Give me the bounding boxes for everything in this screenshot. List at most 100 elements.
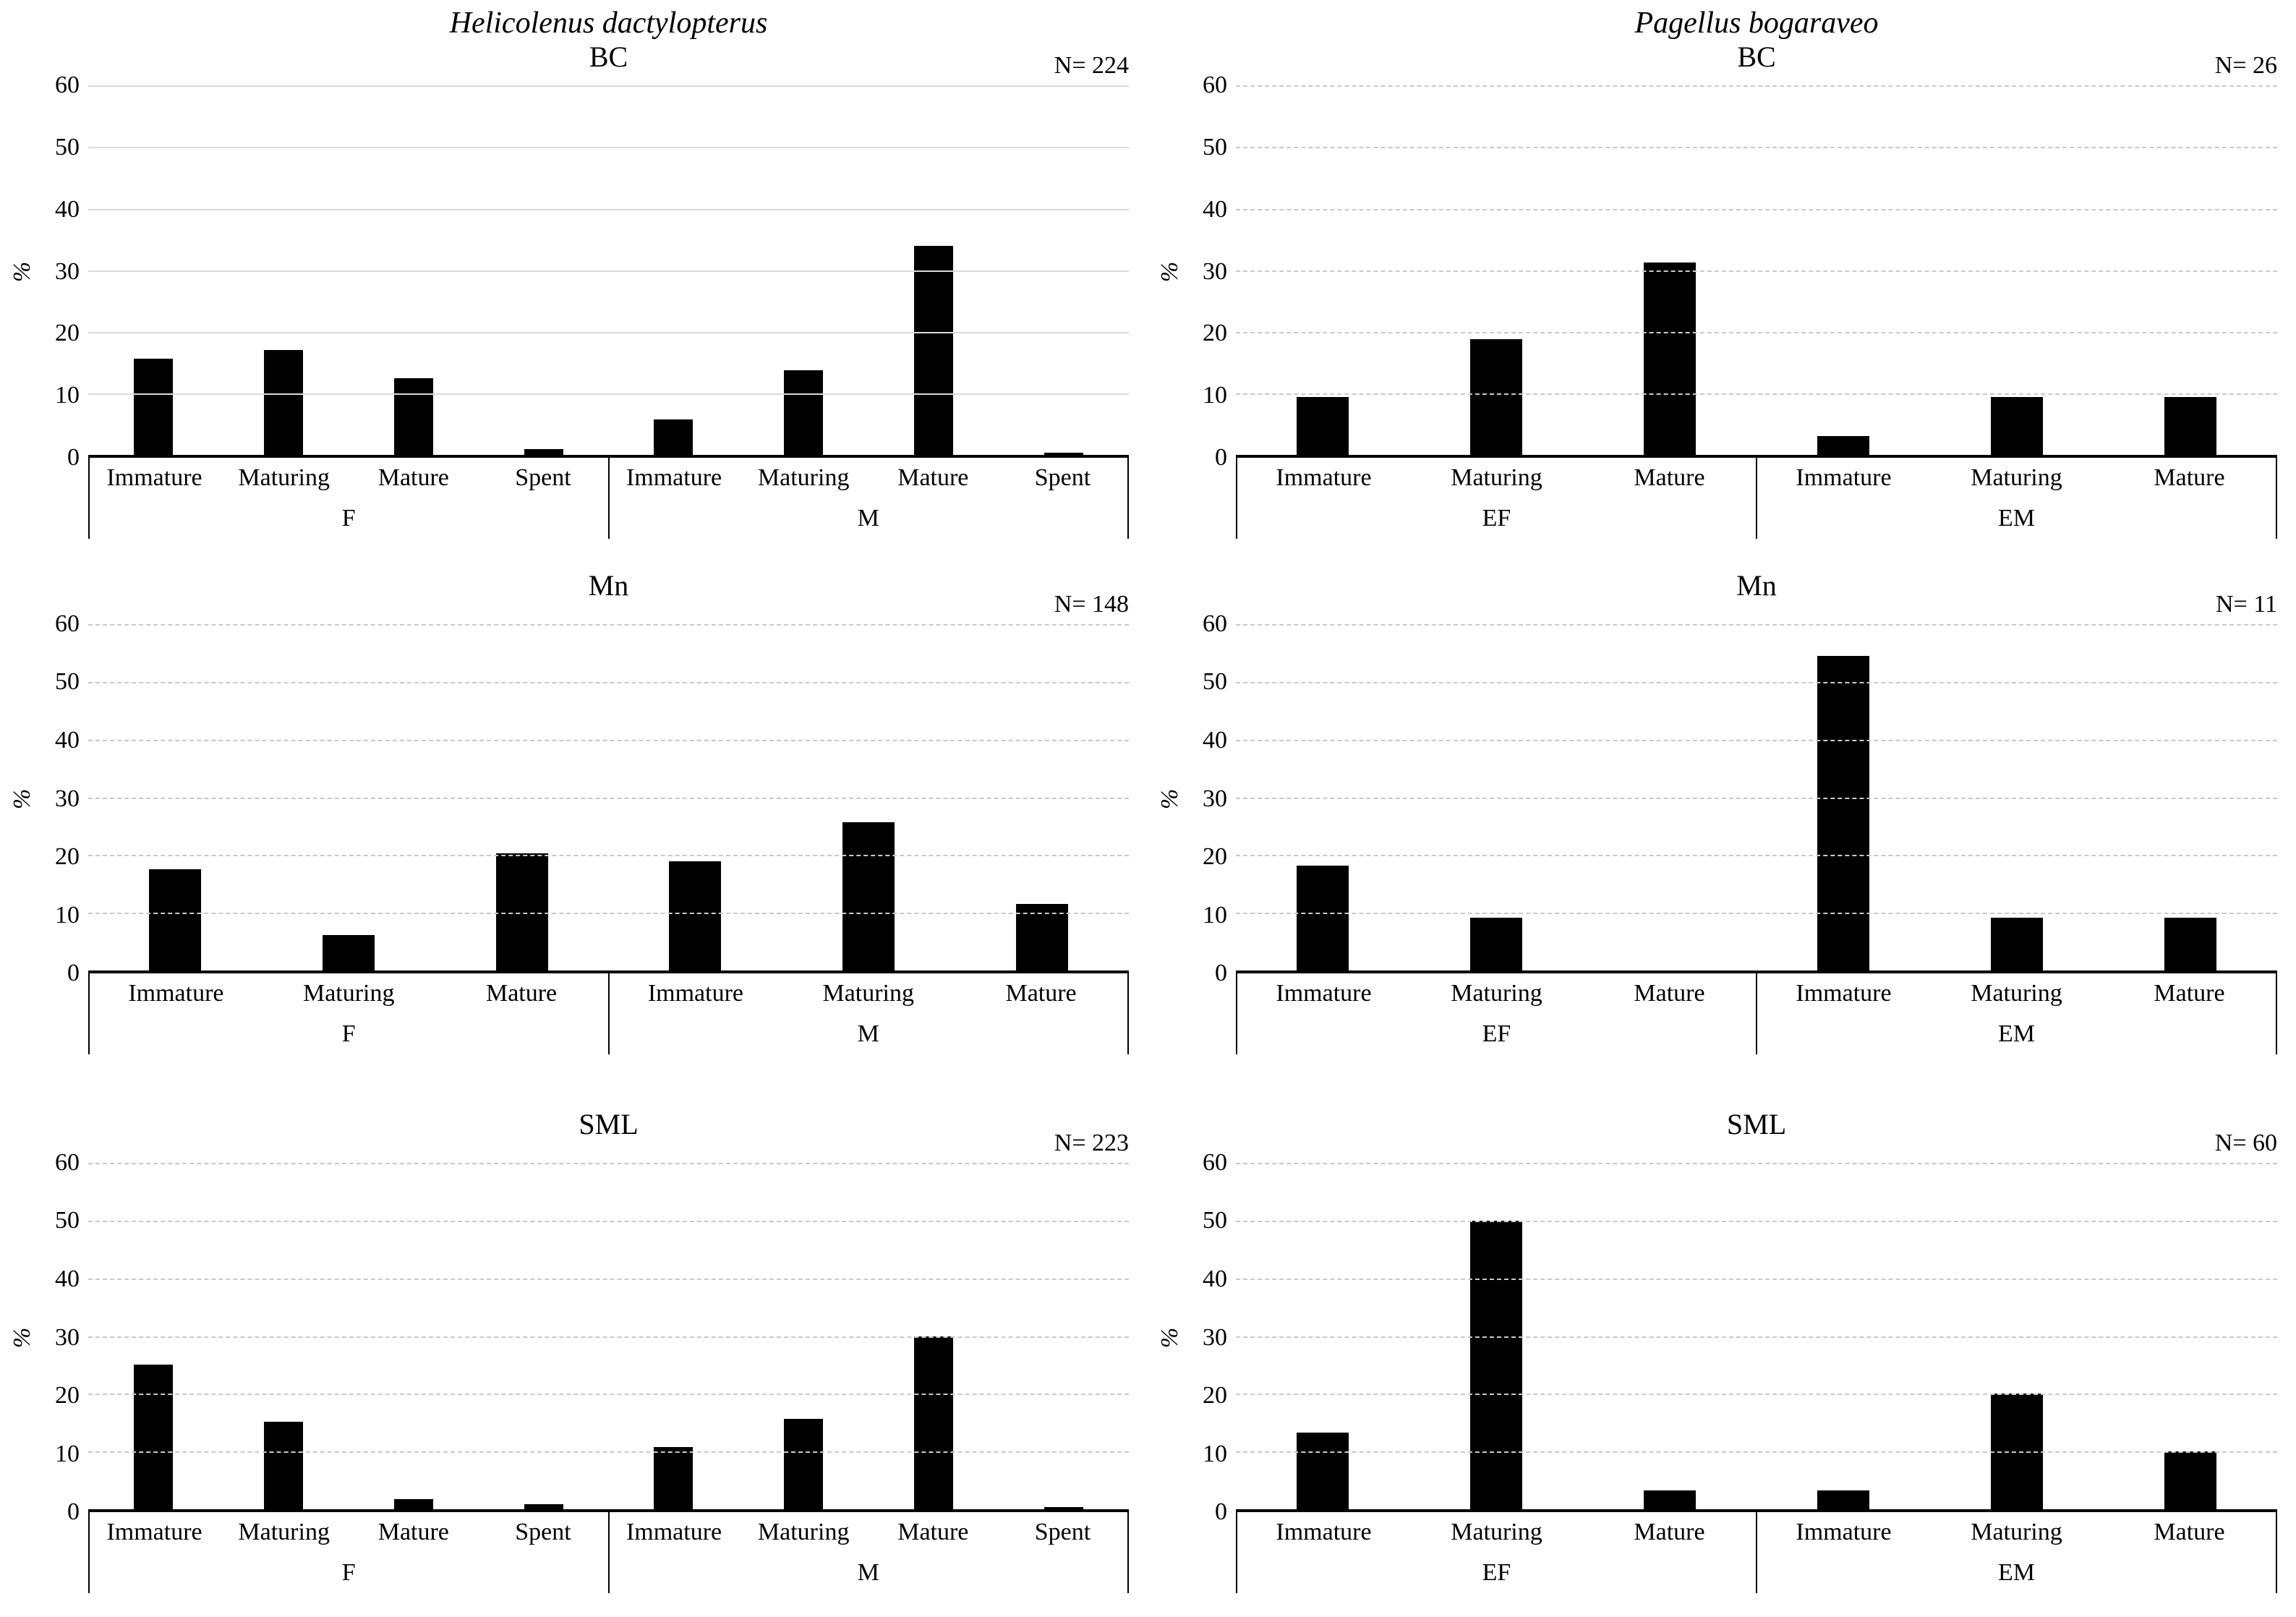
y-axis-title: % (1155, 624, 1185, 973)
plot-area: N= 11 (1236, 592, 2277, 973)
bar (914, 1336, 954, 1509)
gridline (1236, 147, 2277, 149)
category-label: Maturing (238, 464, 330, 491)
category-label: Mature (897, 1519, 969, 1545)
gridline (88, 797, 1129, 799)
percent-label: % (1156, 788, 1183, 809)
group-section: Immature Maturing Mature Spent M (607, 1512, 1128, 1593)
bar-slot (2104, 624, 2277, 970)
category-label: Mature (1634, 464, 1705, 491)
category-label: Immature (128, 980, 224, 1007)
gridline (1236, 797, 2277, 799)
bar (654, 1446, 694, 1509)
y-tick-label: 30 (1203, 785, 1227, 812)
group-label: F (341, 1020, 356, 1047)
percent-label: % (8, 788, 35, 809)
bar-slot (738, 85, 869, 455)
bar (1644, 262, 1696, 455)
bars (88, 1163, 1129, 1509)
y-tick-label: 0 (67, 444, 80, 471)
bar (393, 377, 433, 455)
species-title: Helicolenus dactylopterus (449, 7, 768, 40)
x-axis-label-box: Immature Maturing Mature Spent F Immature Matu… (88, 1512, 1129, 1593)
y-tick-label: 30 (55, 1323, 80, 1351)
y-tick-label: 50 (1203, 668, 1227, 696)
chart-header: Mn (88, 569, 1129, 602)
y-tick-label: 50 (55, 668, 80, 696)
x-axis-label-box: Immature Maturing Mature EF Immature Maturing… (1236, 973, 2277, 1054)
y-axis-title: % (7, 85, 38, 458)
y-axis-title: % (1155, 1163, 1185, 1512)
group-label: EM (1998, 505, 2035, 532)
category-label: Maturing (1971, 980, 2062, 1007)
plot-row: % 60 50 40 30 20 10 0 N= 224 (7, 54, 1129, 470)
gridline (88, 739, 1129, 741)
bar (1297, 865, 1349, 970)
bar-slot (738, 1163, 869, 1509)
bar (1297, 1432, 1349, 1509)
area-title: Mn (588, 569, 629, 602)
chart-pagellus-mn: Mn % 60 50 40 30 20 10 0 N= 11 Immature Maturin… (1148, 539, 2296, 1078)
y-tick-label: 20 (55, 842, 80, 870)
y-axis-ticks: 60 50 40 30 20 10 0 (38, 73, 88, 470)
category-label: Mature (2154, 1519, 2225, 1545)
percent-label: % (8, 1327, 35, 1348)
chart-pagellus-bc: Pagellus bogaraveo BC % 60 50 40 30 20 10 0 N=… (1148, 0, 2296, 539)
category-label: Maturing (1971, 464, 2062, 491)
bar (1817, 435, 1869, 455)
sample-size-label: N= 11 (2216, 591, 2277, 618)
category-label: Spent (1034, 1519, 1091, 1545)
category-label: Mature (897, 464, 969, 491)
category-label: Maturing (757, 464, 850, 491)
bar-slot (1930, 624, 2104, 970)
y-tick-label: 20 (1203, 1381, 1227, 1409)
bar-slot (262, 624, 435, 970)
gridline (88, 331, 1129, 333)
y-tick-label: 10 (55, 1440, 80, 1467)
sample-size-label: N= 223 (1054, 1130, 1129, 1156)
gridline (88, 913, 1129, 915)
bar-slot (349, 85, 479, 455)
chart-header: SML (88, 1108, 1129, 1141)
bar (654, 419, 694, 455)
y-tick-label: 10 (55, 382, 80, 409)
group-section: Immature Maturing Mature Spent F (90, 458, 608, 539)
bar (495, 853, 548, 970)
category-label: Immature (106, 1519, 202, 1545)
category-row: Immature Maturing Mature (90, 973, 608, 1014)
category-label: Immature (1796, 464, 1892, 491)
category-row: Immature Maturing Mature (610, 973, 1128, 1014)
category-row: Immature Maturing Mature Spent (90, 458, 608, 498)
category-label: Immature (1796, 980, 1892, 1007)
bar (1470, 918, 1522, 970)
y-tick-label: 40 (55, 726, 80, 754)
bar (2164, 1451, 2216, 1509)
category-label: Mature (485, 980, 558, 1007)
y-tick-label: 60 (1203, 72, 1227, 99)
y-tick-label: 50 (55, 134, 80, 161)
plot-area: N= 223 (88, 1131, 1129, 1512)
bar (148, 869, 201, 970)
y-tick-label: 10 (55, 901, 80, 929)
group-label: EF (1482, 505, 1511, 532)
bar-slot (479, 85, 609, 455)
bar (2164, 918, 2216, 970)
bar (1470, 338, 1522, 455)
bar (2164, 397, 2216, 455)
bar (1991, 397, 2043, 455)
y-tick-label: 50 (1203, 1207, 1227, 1234)
y-tick-label: 0 (1215, 960, 1227, 986)
gridline (88, 855, 1129, 857)
bar (524, 1503, 563, 1509)
x-axis-label-box: Immature Maturing Mature EF Immature Maturing… (1236, 1512, 2277, 1593)
chart-helicolenus-bc: Helicolenus dactylopterus BC % 60 50 40 30 2… (0, 0, 1148, 539)
plot-area: N= 60 (1236, 1131, 2277, 1512)
bar-slot (88, 624, 262, 970)
gridline (88, 1220, 1129, 1222)
bar-slot (88, 85, 218, 455)
group-section: Immature Maturing Mature EF (1237, 458, 1756, 539)
gridline (88, 1451, 1129, 1454)
gridline (88, 1394, 1129, 1396)
group-label: M (857, 505, 879, 532)
gridline (88, 1163, 1129, 1164)
